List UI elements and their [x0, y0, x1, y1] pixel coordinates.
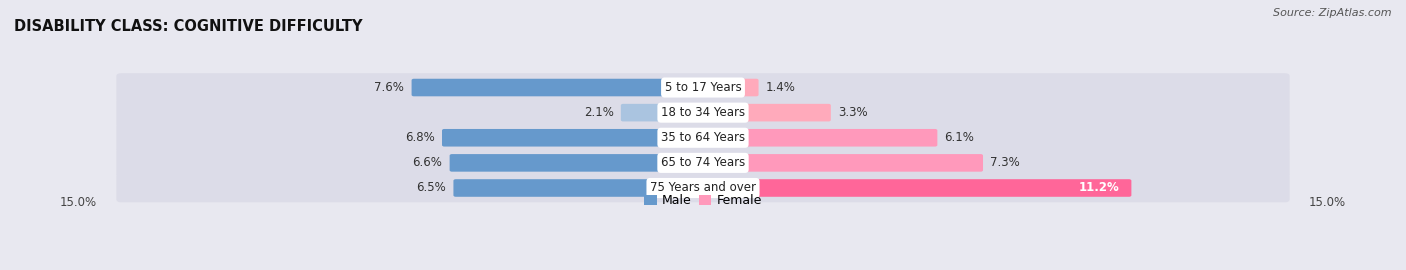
FancyBboxPatch shape: [453, 179, 706, 197]
Text: 2.1%: 2.1%: [583, 106, 613, 119]
FancyBboxPatch shape: [412, 79, 706, 96]
Text: 7.3%: 7.3%: [990, 156, 1019, 169]
Text: Source: ZipAtlas.com: Source: ZipAtlas.com: [1274, 8, 1392, 18]
Text: 1.4%: 1.4%: [766, 81, 796, 94]
FancyBboxPatch shape: [117, 123, 1289, 152]
Text: 7.6%: 7.6%: [374, 81, 405, 94]
Text: 75 Years and over: 75 Years and over: [650, 181, 756, 194]
Text: 6.6%: 6.6%: [412, 156, 443, 169]
FancyBboxPatch shape: [117, 174, 1289, 202]
Text: 35 to 64 Years: 35 to 64 Years: [661, 131, 745, 144]
FancyBboxPatch shape: [700, 79, 759, 96]
Text: 65 to 74 Years: 65 to 74 Years: [661, 156, 745, 169]
FancyBboxPatch shape: [700, 104, 831, 122]
FancyBboxPatch shape: [117, 148, 1289, 177]
FancyBboxPatch shape: [117, 98, 1289, 127]
Text: 15.0%: 15.0%: [1309, 195, 1346, 209]
FancyBboxPatch shape: [117, 73, 1289, 102]
FancyBboxPatch shape: [441, 129, 706, 147]
Text: 3.3%: 3.3%: [838, 106, 868, 119]
Legend: Male, Female: Male, Female: [640, 190, 766, 212]
FancyBboxPatch shape: [700, 129, 938, 147]
Text: 6.5%: 6.5%: [416, 181, 446, 194]
FancyBboxPatch shape: [450, 154, 706, 172]
Text: 5 to 17 Years: 5 to 17 Years: [665, 81, 741, 94]
Text: 6.8%: 6.8%: [405, 131, 434, 144]
FancyBboxPatch shape: [700, 154, 983, 172]
Text: 15.0%: 15.0%: [60, 195, 97, 209]
Text: 11.2%: 11.2%: [1078, 181, 1119, 194]
Text: 6.1%: 6.1%: [945, 131, 974, 144]
FancyBboxPatch shape: [700, 179, 1132, 197]
Text: 18 to 34 Years: 18 to 34 Years: [661, 106, 745, 119]
FancyBboxPatch shape: [621, 104, 706, 122]
Text: DISABILITY CLASS: COGNITIVE DIFFICULTY: DISABILITY CLASS: COGNITIVE DIFFICULTY: [14, 19, 363, 34]
